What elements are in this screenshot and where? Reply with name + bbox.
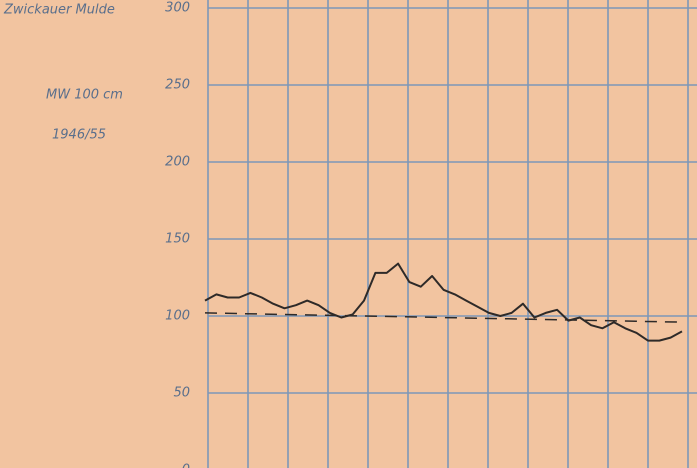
annotation: 1946/55 [52,128,106,143]
y-tick-label: 150 [165,232,190,247]
annotation: MW 100 cm [46,88,123,103]
y-tick-label: 200 [165,155,190,170]
chart-title: Zwickauer Mulde [3,3,115,18]
y-tick-label: 0 [182,463,190,468]
y-tick-label: 250 [165,78,190,93]
y-tick-label: 50 [173,386,190,401]
data-line [204,262,683,342]
y-tick-label: 300 [165,1,190,16]
y-tick-label: 100 [165,309,190,324]
